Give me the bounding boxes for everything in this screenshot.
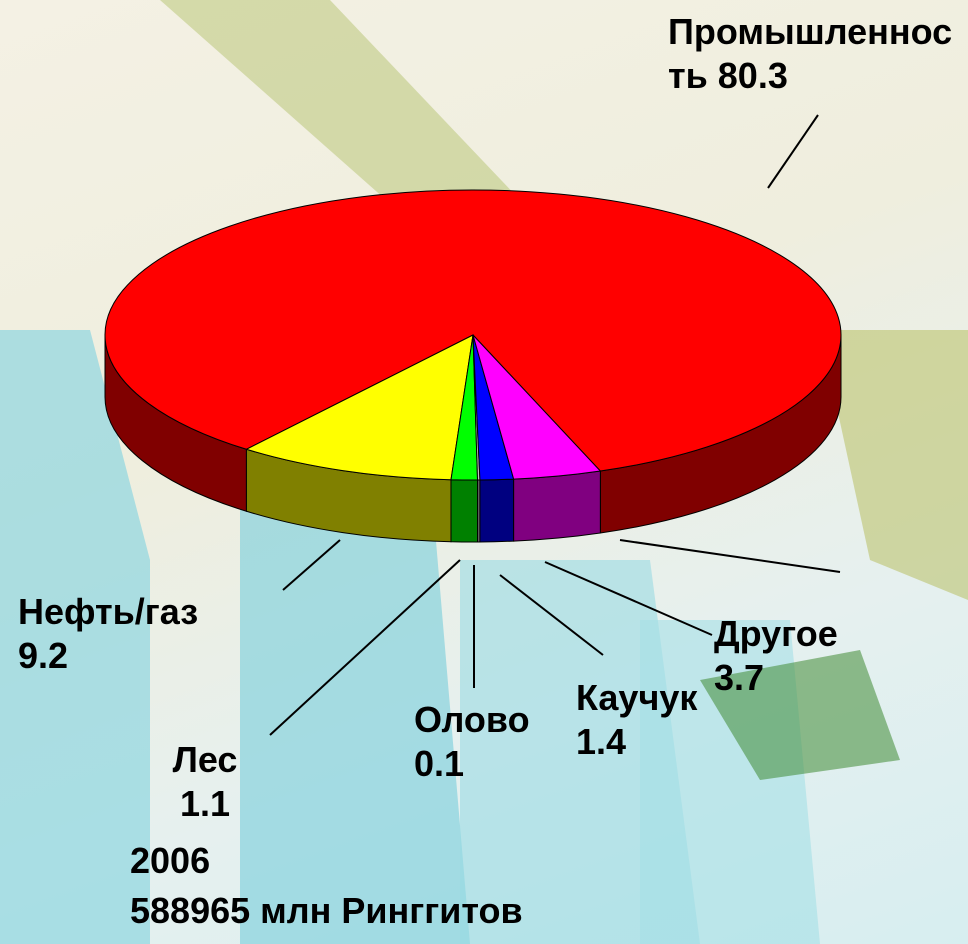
value-label: 3.7 xyxy=(714,657,765,698)
value-label: 80.3 xyxy=(717,55,788,96)
pie-slice xyxy=(104,189,842,472)
category-label: Лес xyxy=(172,739,238,780)
pie-side xyxy=(479,478,515,543)
chart-subtitle: 588965 млн Ринггитов xyxy=(130,890,523,931)
pie-slice xyxy=(472,334,602,480)
value-label: 0.1 xyxy=(414,743,465,784)
leader-line xyxy=(619,539,841,573)
leader-line xyxy=(282,539,341,591)
pie-slice xyxy=(245,334,474,481)
leader-line xyxy=(499,574,604,656)
category-label: Каучук xyxy=(576,677,698,718)
category-label: Олово xyxy=(414,699,530,740)
slice-label: Промышленность 80.3 xyxy=(668,10,966,98)
value-label: 9.2 xyxy=(18,635,69,676)
pie-side xyxy=(450,479,479,543)
category-label: Другое xyxy=(714,613,838,654)
value-label: 1.1 xyxy=(179,783,231,824)
category-label: Промышленность xyxy=(668,11,953,96)
slice-label: Лес 1.1 xyxy=(150,738,260,826)
leader-line xyxy=(544,561,713,636)
leader-line xyxy=(767,114,819,189)
pie-side xyxy=(513,470,601,542)
chart-title: 2006 xyxy=(130,840,211,881)
slice-label: Олово 0.1 xyxy=(414,698,544,786)
value-label: 1.4 xyxy=(576,721,627,762)
category-label: Нефть/газ xyxy=(18,591,199,632)
slice-label: Другое 3.7 xyxy=(714,612,894,700)
slice-label: Каучук 1.4 xyxy=(576,676,726,764)
leader-line xyxy=(269,559,461,736)
slice-label: Нефть/газ 9.2 xyxy=(18,590,258,678)
